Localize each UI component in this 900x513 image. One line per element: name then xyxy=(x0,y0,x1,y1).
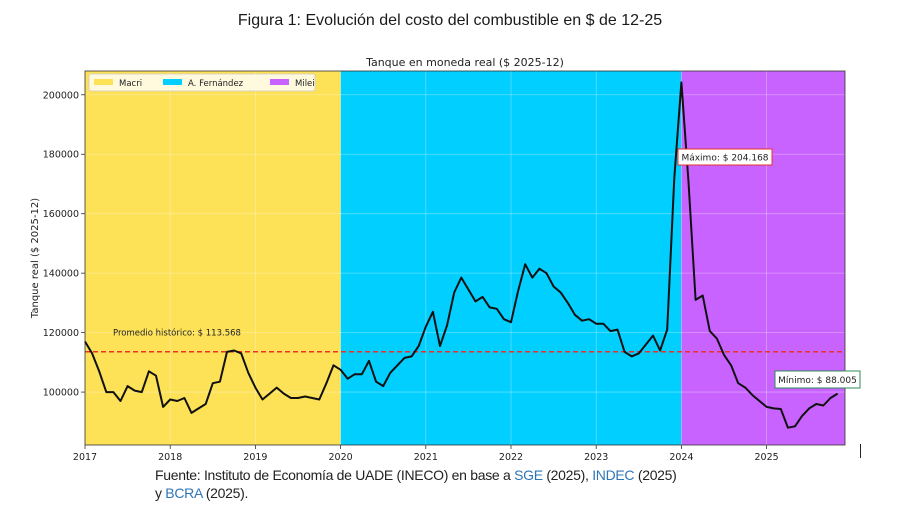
data-series xyxy=(84,81,839,429)
legend-label: Macri xyxy=(119,79,142,89)
plot-border xyxy=(84,70,846,446)
average-line: Promedio histórico: $ 113.568 xyxy=(85,328,845,353)
x-tick-label: 2017 xyxy=(73,452,97,463)
x-tick-label: 2019 xyxy=(243,452,267,463)
y-tick-label: 200000 xyxy=(43,90,79,101)
sge-link[interactable]: SGE xyxy=(514,467,543,483)
x-tick-label: 2021 xyxy=(414,452,438,463)
x-tick-label: 2022 xyxy=(499,452,523,463)
figure-title: Figura 1: Evolución del costo del combus… xyxy=(237,12,663,29)
period-band xyxy=(85,71,341,445)
source-line-2: y BCRA (2025). xyxy=(155,485,249,501)
legend-label: Milei xyxy=(295,79,315,89)
source-line-1: Fuente: Instituto de Economía de UADE (I… xyxy=(155,467,677,483)
legend-swatch xyxy=(94,79,113,85)
average-label: Promedio histórico: $ 113.568 xyxy=(113,328,241,339)
annotations: Máximo: $ 204.168 Mínimo: $ 88.005 xyxy=(677,148,861,389)
min-annotation-box xyxy=(774,370,861,389)
text-cursor xyxy=(860,444,861,458)
plot-frame xyxy=(84,70,846,446)
y-tick-label: 100000 xyxy=(43,388,79,399)
max-annotation-box xyxy=(677,148,773,166)
y-tick-label: 120000 xyxy=(43,328,79,339)
legend: Macri A. Fernández Milei xyxy=(88,73,316,92)
y-tick-label: 140000 xyxy=(43,269,79,280)
y-tick-label: 180000 xyxy=(43,150,79,161)
min-annotation-label: Mínimo: $ 88.005 xyxy=(778,376,857,386)
x-tick-label: 2018 xyxy=(158,452,182,463)
legend-label: A. Fernández xyxy=(188,79,244,89)
legend-box xyxy=(88,73,316,92)
legend-swatch xyxy=(270,79,289,85)
chart-title: Tanque en moneda real ($ 2025-12) xyxy=(365,56,564,69)
x-tick-label: 2020 xyxy=(329,452,353,463)
axis-ticks: 2017 2018 2019 2020 2021 2022 2023 2024 2025 1000… xyxy=(43,90,779,463)
x-tick-label: 2024 xyxy=(669,452,693,463)
max-annotation-label: Máximo: $ 204.168 xyxy=(681,154,768,164)
source-note: Fuente: Instituto de Economía de UADE (I… xyxy=(155,466,677,502)
indec-link[interactable]: INDEC xyxy=(592,467,635,483)
series-line xyxy=(84,81,839,429)
period-band xyxy=(340,71,682,445)
x-tick-label: 2025 xyxy=(755,452,779,463)
period-bands xyxy=(85,71,845,445)
period-band xyxy=(681,71,845,445)
bcra-link[interactable]: BCRA xyxy=(165,485,203,501)
y-axis-label: Tanque real ($ 2025-12) xyxy=(30,198,41,319)
x-tick-label: 2023 xyxy=(584,452,608,463)
y-tick-label: 160000 xyxy=(43,209,79,220)
legend-swatch xyxy=(163,79,182,85)
